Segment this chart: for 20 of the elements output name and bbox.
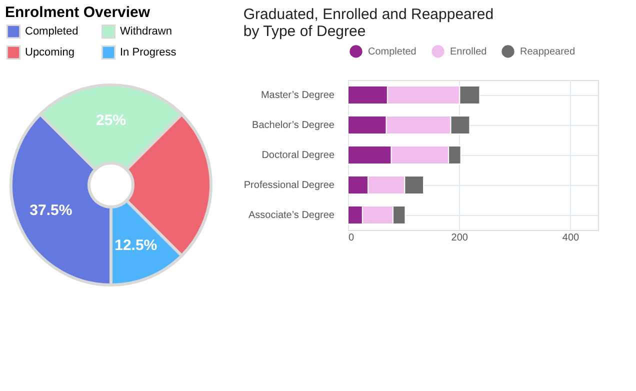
legend-label: Enrolled [450, 46, 487, 58]
legend-label: Completed [25, 26, 78, 38]
y-tick-label: Doctoral Degree [262, 150, 335, 161]
y-tick-label: Professional Degree [244, 180, 335, 191]
legend-label: Upcoming [25, 46, 75, 58]
legend-label: Reappeared [520, 46, 576, 58]
y-tick-label: Master’s Degree [260, 90, 335, 101]
x-tick-label: 400 [562, 232, 580, 244]
legend-label: Completed [368, 46, 416, 58]
chart-title: Graduated, Enrolled and Reappeared by Type of Degree [243, 6, 494, 40]
data-label: 25% [96, 112, 126, 129]
y-tick-label: Bachelor’s Degree [252, 120, 335, 131]
legend-label: In Progress [120, 46, 177, 58]
x-tick-label: 200 [451, 232, 468, 244]
legend-label: Withdrawn [120, 26, 172, 38]
x-tick-label: 0 [348, 232, 354, 244]
chart-title: Enrolment Overview [5, 4, 150, 21]
data-label: 37.5% [30, 202, 72, 219]
data-label: 12.5% [114, 237, 158, 254]
y-tick-label: Associate’s Degree [248, 210, 335, 221]
